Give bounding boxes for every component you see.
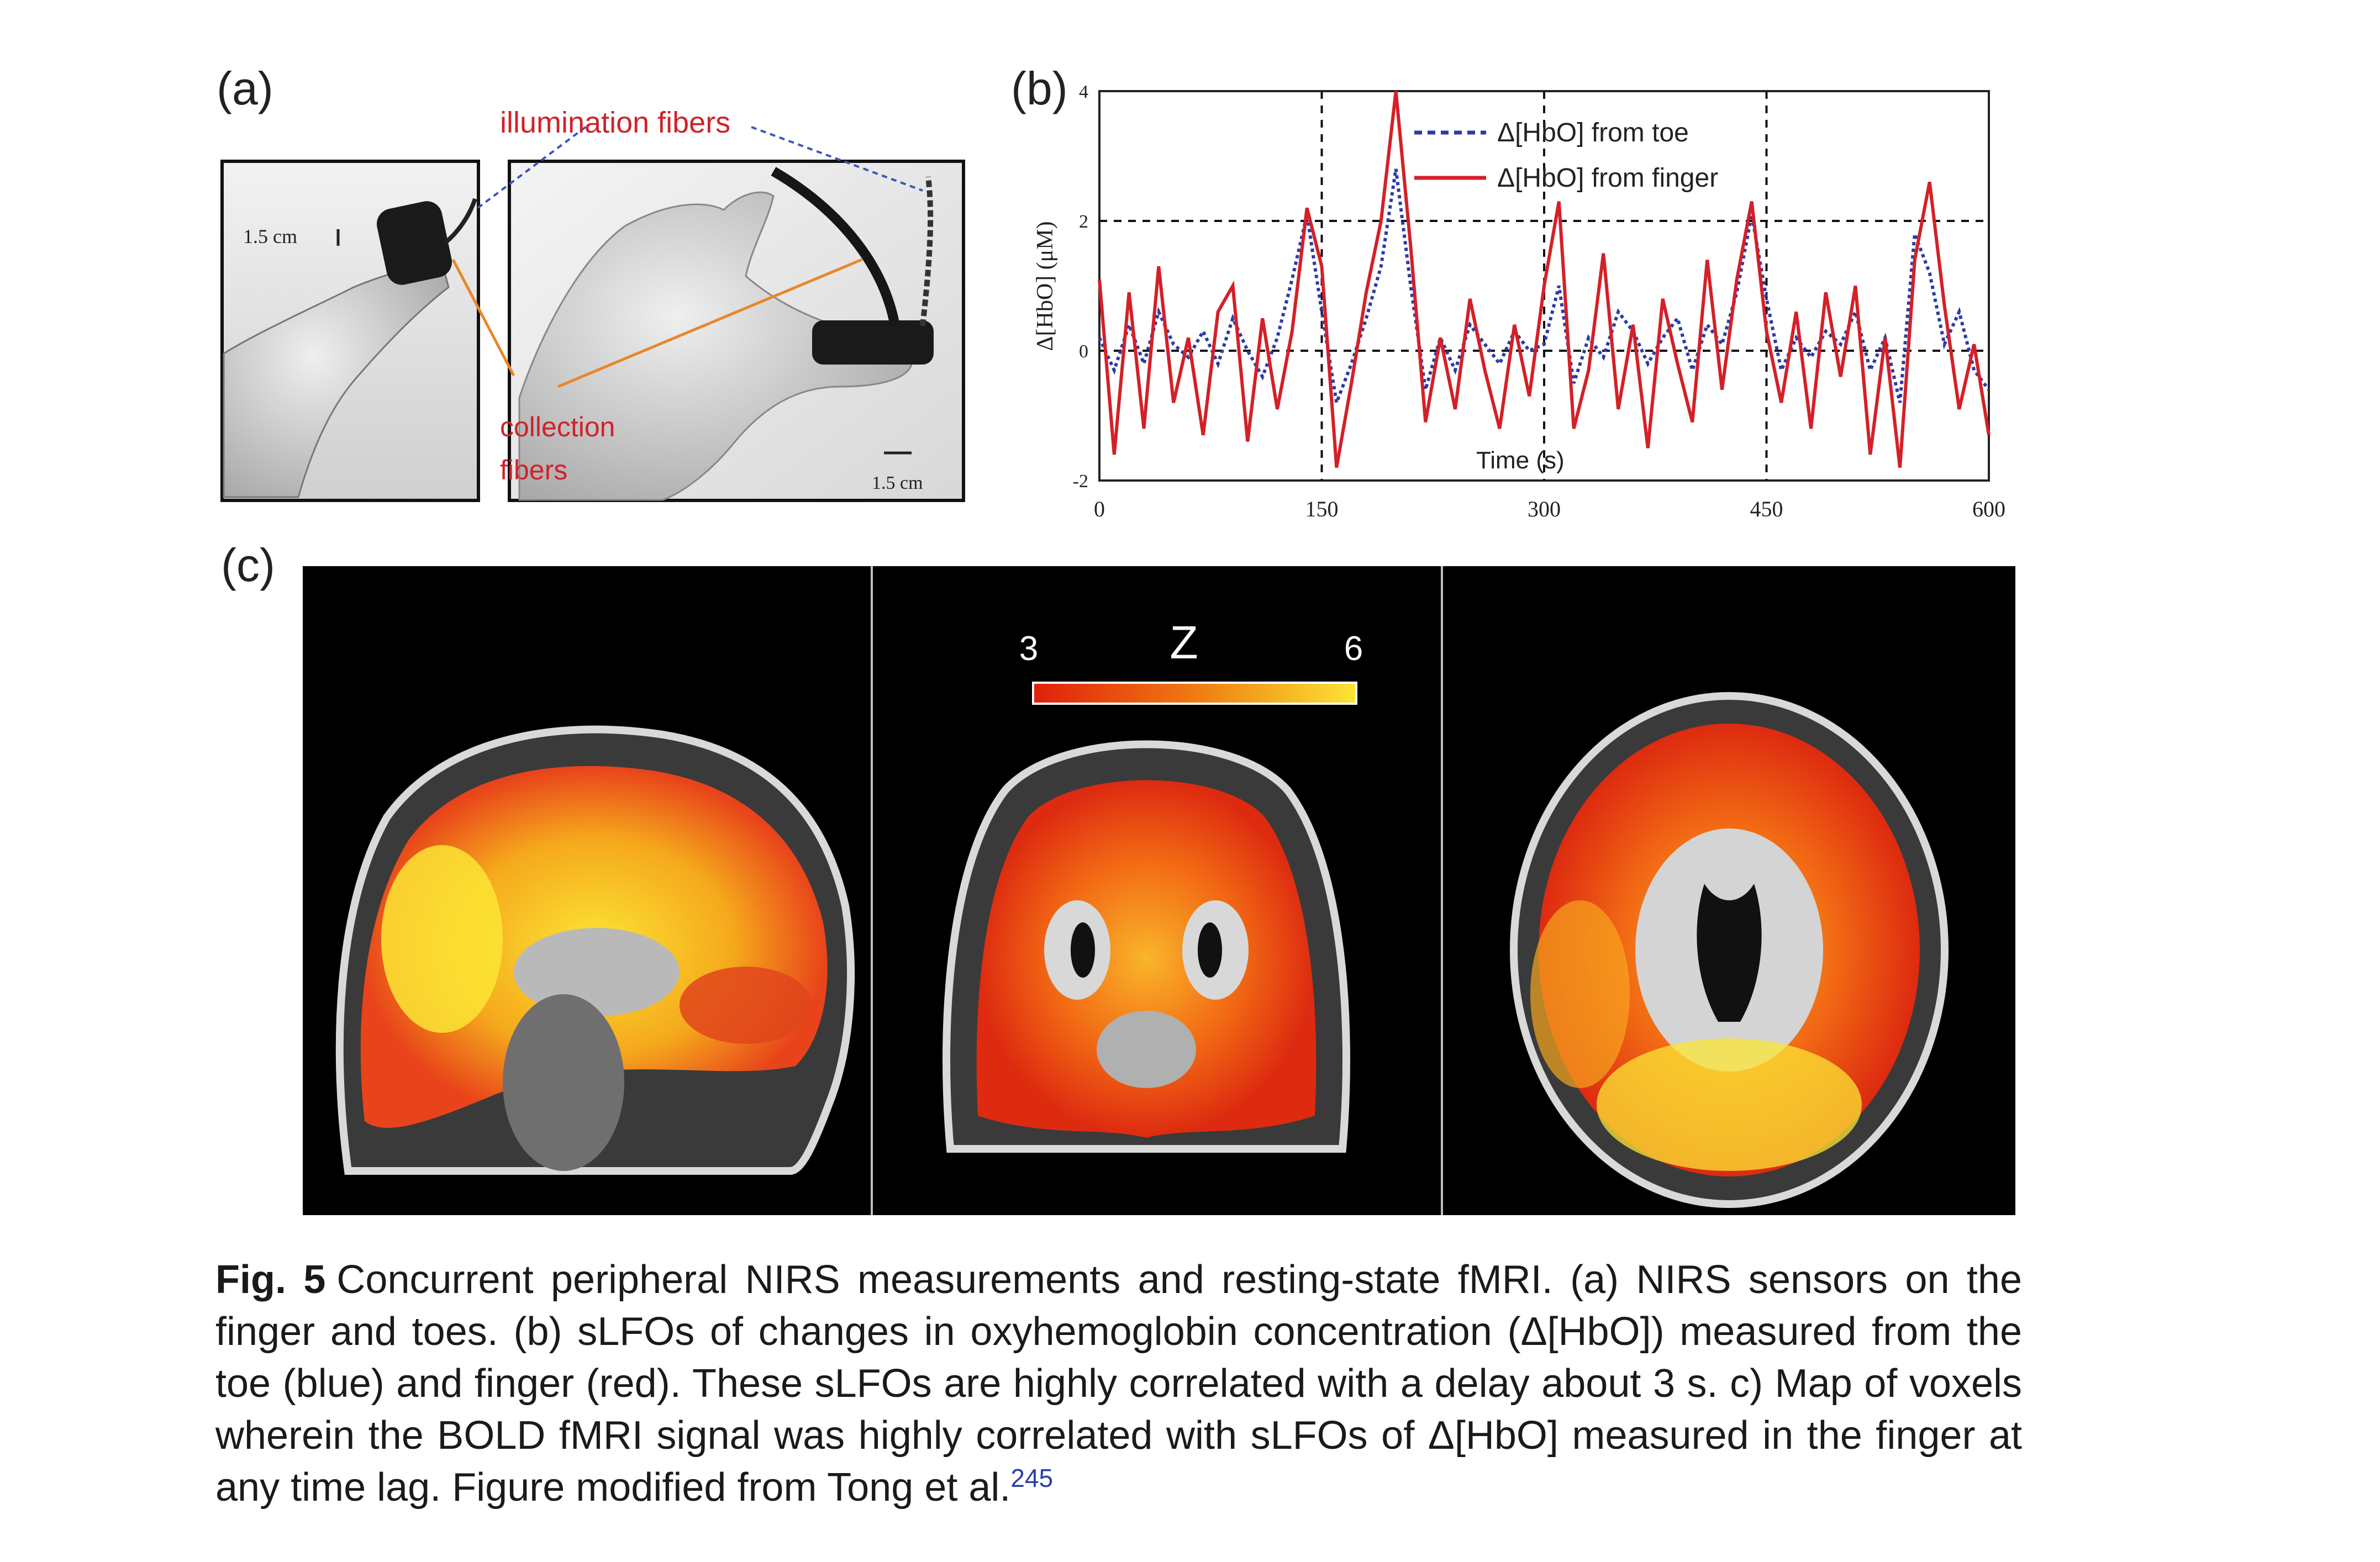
panel-a-label: (a) xyxy=(217,62,273,114)
colorbar-min-label: 3 xyxy=(1019,630,1038,668)
legend-finger-label: Δ[HbO] from finger xyxy=(1497,163,1718,193)
y-tick-label-0: -2 xyxy=(1073,471,1088,492)
x-tick-label-4: 600 xyxy=(1972,497,2005,521)
colorbar-title: Z xyxy=(1170,616,1198,668)
colorbar-max-label: 6 xyxy=(1344,630,1363,668)
x-tick-label-2: 300 xyxy=(1528,497,1561,521)
caption-reference[interactable]: 245 xyxy=(1010,1464,1054,1492)
series-line-1 xyxy=(1098,91,1991,468)
x-tick-label-1: 150 xyxy=(1305,497,1339,521)
scale-bar-right: 1.5 cm xyxy=(872,473,923,493)
toe-sensor-photo: 1.5 cm xyxy=(220,160,480,502)
fiber-cable xyxy=(771,167,900,327)
y-tick-label-3: 4 xyxy=(1079,82,1088,102)
series-line-0 xyxy=(1098,168,1991,409)
finger-sensor xyxy=(812,320,934,365)
panel-b-label: (b) xyxy=(1011,62,1068,114)
panel-c-label: (c) xyxy=(221,539,275,591)
colorbar: 3 Z 6 xyxy=(1019,616,1363,705)
x-tick-label-0: 0 xyxy=(1094,497,1105,521)
colorbar-gradient xyxy=(1032,682,1357,705)
figure-caption: Fig. 5 Concurrent peripheral NIRS measure… xyxy=(215,1254,2022,1513)
collection-fibers-label-line1: collection xyxy=(500,411,615,442)
caption-text: Concurrent peripheral NIRS measurements … xyxy=(215,1258,2023,1510)
finger-sensor-photo: 1.5 cm xyxy=(508,160,965,502)
caption-fig-label: Fig. 5 xyxy=(215,1258,326,1302)
grid-lines xyxy=(1099,91,1989,481)
sagittal-slice xyxy=(335,725,855,1175)
coronal-slice xyxy=(942,740,1350,1153)
y-axis-label: Δ[HbO] (μM) xyxy=(1033,221,1058,351)
series-layer xyxy=(1098,91,1991,468)
legend-toe-label: Δ[HbO] from toe xyxy=(1497,118,1689,147)
toe-sensor xyxy=(376,201,452,285)
x-tick-label-3: 450 xyxy=(1750,497,1783,521)
legend: Δ[HbO] from toe Δ[HbO] from finger xyxy=(1414,118,1718,193)
scale-bar-left: 1.5 cm xyxy=(243,225,297,247)
collection-fibers-label-line2: fibers xyxy=(500,455,567,486)
y-tick-label-1: 0 xyxy=(1079,341,1088,362)
y-tick-label-2: 2 xyxy=(1079,212,1088,232)
x-axis-label: Time (s) xyxy=(1476,447,1565,474)
axial-slice xyxy=(1510,692,1949,1208)
tick-labels: 0 150 300 450 600 -2 0 2 4 xyxy=(1073,82,2005,521)
illumination-fibers-label: illumination fibers xyxy=(500,106,730,139)
